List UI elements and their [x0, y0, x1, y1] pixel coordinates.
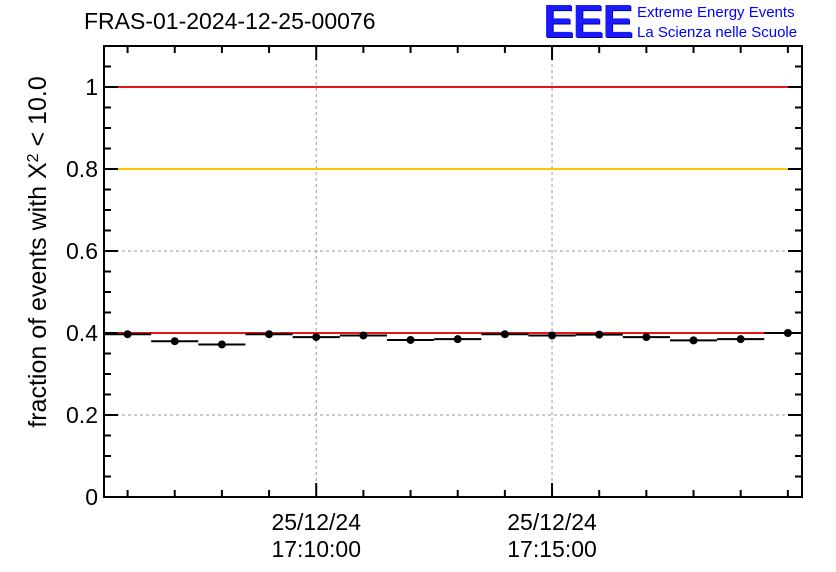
axes: [103, 45, 803, 498]
grid-layer: [104, 46, 802, 497]
data-point: [642, 333, 651, 342]
eee-logo: EEE Extreme Energy Events La Scienza nel…: [543, 0, 833, 47]
logo-line-2: La Scienza nelle Scuole: [637, 24, 798, 41]
data-point: [265, 330, 274, 339]
data-point: [453, 335, 462, 344]
page-title: FRAS-01-2024-12-25-00076: [84, 8, 376, 34]
data-point: [689, 336, 698, 345]
data-point: [217, 340, 226, 349]
y-tick-label: 0.6: [66, 238, 98, 264]
data-point: [783, 329, 792, 337]
data-point: [500, 330, 509, 339]
data-point: [123, 330, 132, 339]
x-tick-label-time: 17:15:00: [507, 536, 597, 562]
logo-line-1: Extreme Energy Events: [637, 4, 795, 21]
y-tick-label: 0: [85, 484, 98, 510]
plot-frame: [103, 45, 803, 498]
reference-lines: [104, 86, 802, 334]
y-tick-label: 0.4: [66, 320, 98, 346]
eee-logo-mark: EEE: [543, 0, 633, 47]
y-tick-label: 1: [85, 74, 98, 100]
data-layer: [104, 329, 802, 349]
data-point: [406, 335, 415, 344]
y-axis-label: fraction of events with X2 < 10.0: [24, 76, 52, 427]
x-tick-label-date: 25/12/24: [507, 509, 597, 535]
x-tick-label-time: 17:10:00: [271, 536, 361, 562]
data-point: [359, 331, 368, 340]
data-point: [736, 335, 745, 344]
data-point: [170, 337, 179, 346]
data-point: [312, 333, 321, 342]
data-point: [548, 331, 557, 340]
labels: fraction of events with X2 < 10.0 0 0.2 0.…: [24, 74, 597, 562]
x-tick-label-date: 25/12/24: [271, 509, 361, 535]
y-tick-label: 0.2: [66, 402, 98, 428]
data-point: [595, 330, 604, 339]
y-tick-label: 0.8: [66, 156, 98, 182]
